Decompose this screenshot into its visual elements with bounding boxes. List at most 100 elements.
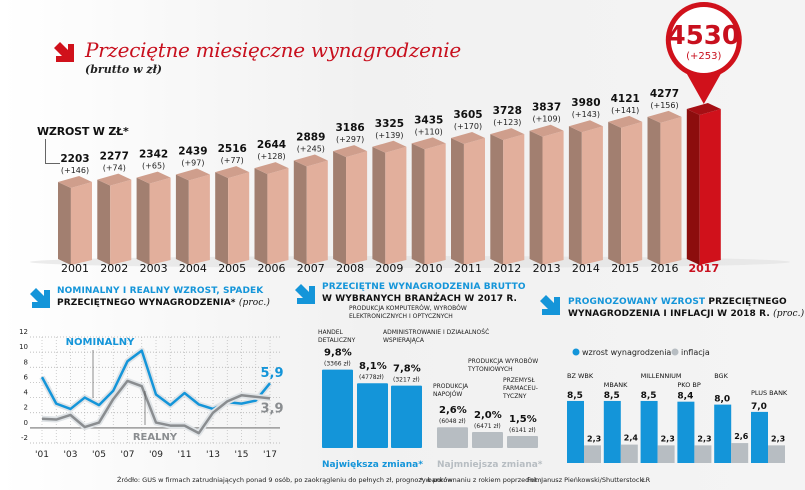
bar-top [686,103,721,115]
x-tick-label: '11 [178,450,192,460]
forecast-unit: (proc.) [773,309,805,319]
bar-front [306,160,328,265]
bar-top [568,120,603,133]
bar-side [333,151,347,265]
arrow-down-right-icon [54,42,74,62]
bar-top [451,132,485,145]
bar-top [333,145,368,158]
bar-front [70,181,92,265]
bar-2015 [608,115,643,266]
bar-side [58,181,71,265]
forecast-inflation-label: 2,3 [587,434,601,443]
forecast-bar-wage [640,400,658,463]
bar-2003 [136,171,171,265]
bar-front [149,177,171,265]
bar-top [97,173,132,186]
x-tick-label: 2003 [140,262,168,275]
bar-side [175,174,189,265]
bar-side [568,126,582,265]
page-title: Przeciętne miesięczne wynagrodzenie [85,38,461,62]
forecast-inflation-label: 2,6 [734,432,749,441]
series-end-label: 5,9 [260,366,283,381]
series-line-realny [41,379,271,435]
industry-category-label: ELEKTRONICZNYCH I OPTYCZNYCH [349,313,453,320]
industry-category-label: PRODUKCJA WYROBÓW [468,358,538,365]
bar-increase-label: (+74) [103,164,126,173]
industry-category-label: HANDEL [318,329,344,336]
industry-salary-label: (6048 zł) [439,418,466,425]
industry-category-label: PRZEMYSŁ [503,377,535,384]
bar-side [647,116,661,265]
bar-top [372,140,407,153]
bar-value-label: 3980 [571,97,600,109]
industry-value-label: 2,0% [474,410,502,421]
x-tick-label: 2012 [493,262,521,275]
forecast-inflation-label: 2,3 [661,434,675,443]
main-bar-chart: 2001 2203(+146) 2002 2277(+74) 2003 2342(+65)… [30,2,790,275]
x-tick-label: 2013 [533,262,561,275]
bar-top [254,162,289,175]
bar-side [254,168,268,265]
x-tick-label: '05 [92,450,106,460]
bar-value-label: 2277 [100,151,129,163]
series-line-nominalny [40,349,271,411]
bar-front [542,130,564,265]
bar-increase-label: (+65) [142,162,165,171]
y-tick-label: 6 [24,373,29,381]
bar-value-label: 3837 [532,102,561,114]
industry-bar [472,432,503,448]
bar-increase-label: (+146) [61,166,89,175]
y-tick-label: 10 [19,343,28,351]
bar-2013 [529,124,564,265]
x-tick-label: 2009 [375,262,403,275]
forecast-title-2: wynagrodzenia i inflacji w 2018 r. [568,309,770,319]
y-tick-label: 8 [24,358,28,366]
industry-bar [322,369,353,448]
bar-top [293,154,328,167]
industry-salary-label: (3217 zł) [393,377,420,384]
x-tick-label: 2017 [688,262,719,275]
forecast-wage-label: 8,5 [641,391,657,401]
highlight-value: 4530 [668,21,740,51]
industry-salary-label: (4778zł) [359,374,384,381]
forecast-title-rest: przeciętnego [708,297,787,307]
bar-increase-label: (+156) [650,101,678,110]
highlight-increase: (+253) [686,51,721,62]
bar-front [228,172,250,265]
bar-value-label: 3435 [414,114,443,126]
forecast-inflation-label: 2,3 [771,434,785,443]
industry-category-label: WSPIERAJĄCA [383,337,425,344]
bar-value-label: 2439 [178,146,207,158]
industry-bar [437,427,468,448]
x-tick-label: 2008 [336,262,364,275]
bar-2012 [490,128,525,265]
x-tick-label: 2006 [258,262,286,275]
bar-2009 [372,140,407,265]
legend-label: inflacja [681,348,710,357]
forecast-wage-label: 8,0 [714,395,730,405]
bar-increase-label: (+97) [181,159,204,168]
arrow-down-right-icon [295,284,315,304]
bar-side [529,130,543,265]
forecast-inflation-label: 2,3 [697,434,711,443]
bar-value-label: 3728 [493,105,522,117]
bar-value-label: 2889 [296,131,325,143]
bar-top [490,128,525,141]
industry-value-label: 2,6% [439,405,467,416]
x-tick-label: '03 [64,450,78,460]
y-tick-label: 12 [19,328,28,336]
industry-category-label: TYCZNY [502,393,527,400]
legend-swatch [671,348,679,356]
bar-2014 [568,120,603,265]
bar-2005 [215,166,250,265]
bar-value-label: 4277 [650,88,679,100]
line-chart: 12 10 8 6 4 2 0 -2 '01 '03 '05 '07 '09 '11 '13 '15 '17 5,… [19,328,283,460]
industry-chart-title: Przeciętne wynagrodzenia brutto [322,282,526,292]
bar-value-label: 2516 [218,143,247,155]
forecast-bank-label: MILLENNIUM [641,372,682,380]
industry-value-label: 1,5% [509,414,537,425]
forecast-bar-inflation [620,444,638,463]
bar-increase-label: (+128) [257,152,285,161]
bar-front [581,126,603,265]
